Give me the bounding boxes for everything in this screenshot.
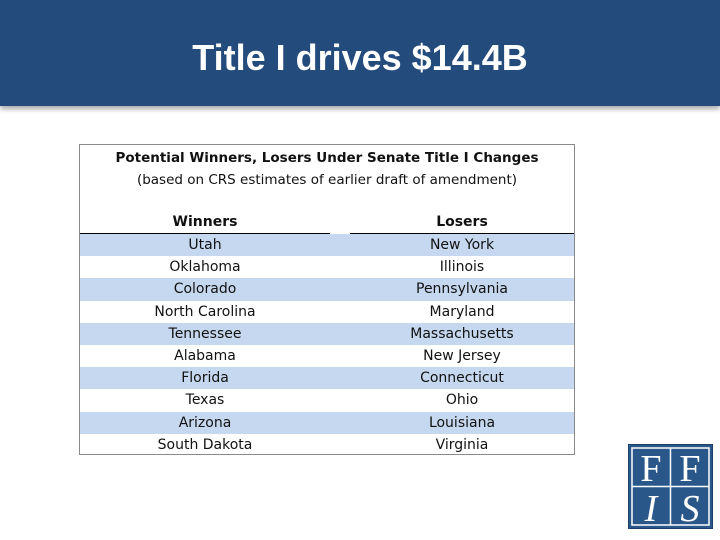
- slide-title: Title I drives $14.4B: [192, 37, 528, 78]
- loser-cell: Massachusetts: [410, 325, 514, 342]
- ffis-logo: F F I S: [628, 444, 713, 529]
- losers-column-header: Losers: [350, 213, 574, 234]
- table-row: Colorado Pennsylvania: [80, 278, 574, 301]
- table-row: Texas Ohio: [80, 389, 574, 411]
- table-row: South Dakota Virginia: [80, 434, 574, 456]
- table-subtitle: (based on CRS estimates of earlier draft…: [136, 172, 518, 188]
- loser-cell: Virginia: [435, 436, 489, 453]
- table-row: Florida Connecticut: [80, 367, 574, 390]
- winner-cell: Oklahoma: [169, 259, 241, 276]
- winner-cell: Colorado: [173, 281, 237, 298]
- winner-cell: Alabama: [174, 347, 236, 364]
- winners-column-header: Winners: [80, 213, 330, 234]
- table-row: Arizona Louisiana: [80, 411, 574, 434]
- winner-cell: Utah: [188, 237, 222, 253]
- table-row: North Carolina Maryland: [80, 301, 574, 323]
- loser-cell: Ohio: [445, 392, 479, 409]
- header-bar: [0, 0, 720, 106]
- winner-cell: Florida: [181, 370, 229, 387]
- ffis-logo-mark: F F I S: [631, 447, 710, 528]
- table-title: Potential Winners, Losers Under Senate T…: [115, 150, 539, 166]
- table-body: Utah New York Oklahoma Illinois Colorado…: [80, 234, 574, 456]
- table-row: Oklahoma Illinois: [80, 256, 574, 278]
- winners-losers-table: Potential Winners, Losers Under Senate T…: [79, 144, 575, 455]
- svg-text:I: I: [644, 488, 660, 528]
- winner-cell: Arizona: [178, 414, 232, 431]
- winner-cell: Texas: [185, 392, 225, 409]
- loser-cell: Connecticut: [420, 370, 504, 387]
- winner-cell: North Carolina: [154, 303, 256, 320]
- svg-text:F: F: [640, 448, 661, 490]
- loser-cell: Pennsylvania: [416, 281, 508, 298]
- loser-cell: Illinois: [439, 259, 485, 276]
- table-row: Utah New York: [80, 234, 574, 257]
- winner-cell: Tennessee: [168, 325, 242, 342]
- table-row: Alabama New Jersey: [80, 345, 574, 367]
- loser-cell: Louisiana: [428, 414, 496, 431]
- svg-text:S: S: [681, 488, 700, 528]
- loser-cell: New Jersey: [423, 347, 501, 364]
- loser-cell: New York: [429, 237, 495, 253]
- svg-text:F: F: [679, 448, 700, 490]
- table-row: Tennessee Massachusetts: [80, 322, 574, 345]
- loser-cell: Maryland: [429, 303, 495, 320]
- winner-cell: South Dakota: [157, 436, 253, 453]
